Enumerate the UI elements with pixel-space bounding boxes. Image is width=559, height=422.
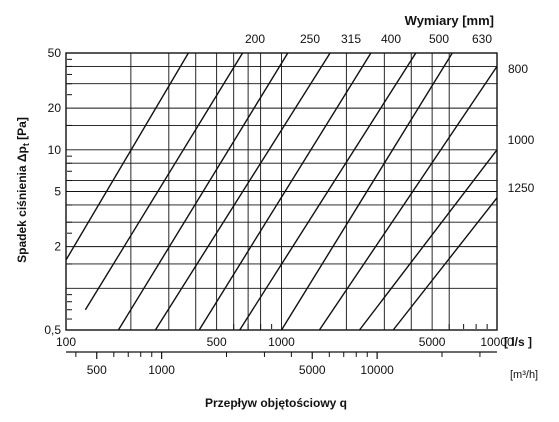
series-label: 315 <box>341 32 361 46</box>
series-layer <box>65 52 498 331</box>
series-label: 500 <box>429 32 449 46</box>
y-tick-label: 20 <box>48 101 62 115</box>
series-line-800 <box>280 52 453 331</box>
series-label: 1000 <box>508 133 535 147</box>
series-line-1000 <box>318 66 498 331</box>
x-unit-secondary: [m³/h] <box>510 369 538 381</box>
series-label: 250 <box>300 32 320 46</box>
x-tick-label: 10000 <box>480 335 514 349</box>
series-line-315 <box>117 52 289 331</box>
series-label: 400 <box>381 32 401 46</box>
x2-tick-label: 500 <box>87 363 107 377</box>
y-tick-label: 0,5 <box>44 323 61 337</box>
series-line-630 <box>239 52 417 331</box>
x-tick-label: 5000 <box>419 335 446 349</box>
x-axis-label: Przepływ objętościowy q <box>205 396 347 410</box>
series-label: 800 <box>508 62 528 76</box>
series-line-500 <box>198 52 372 331</box>
x-tick-label: 100 <box>56 335 76 349</box>
x2-tick-label: 1000 <box>148 363 175 377</box>
y-axis-label: Spadek ciśnienia Δpt [Pa] <box>15 117 31 263</box>
y-tick-label: 10 <box>48 143 62 157</box>
x-tick-label: 500 <box>207 335 227 349</box>
series-line <box>392 197 498 331</box>
series-line-250 <box>84 52 244 311</box>
x2-tick-label: 10000 <box>360 363 394 377</box>
series-label: 1250 <box>508 181 535 195</box>
plot-frame <box>65 52 498 331</box>
series-label: 200 <box>245 32 265 46</box>
y-axis-label-subscript: t <box>21 143 31 146</box>
y-tick-label: 5 <box>54 185 61 199</box>
series-line-200 <box>65 52 190 261</box>
x-unit-primary: [ l/s ] <box>504 335 532 349</box>
y-tick-label: 2 <box>54 240 61 254</box>
y-tick-label: 50 <box>48 46 62 60</box>
tick-layer <box>66 58 497 359</box>
series-line-400 <box>154 52 331 331</box>
y-axis-unit: [Pa] <box>15 117 29 140</box>
series-header: Wymiary [mm] <box>405 13 494 28</box>
series-label: 630 <box>472 32 492 46</box>
label-layer: 0,5 2 5 10 20 50 100 500 1000 5000 10000 500 1000 500… <box>44 32 534 377</box>
x2-tick-label: 5000 <box>299 363 326 377</box>
x-tick-label: 1000 <box>268 335 295 349</box>
series-line-1250 <box>358 149 498 331</box>
grid-layer <box>66 53 497 330</box>
